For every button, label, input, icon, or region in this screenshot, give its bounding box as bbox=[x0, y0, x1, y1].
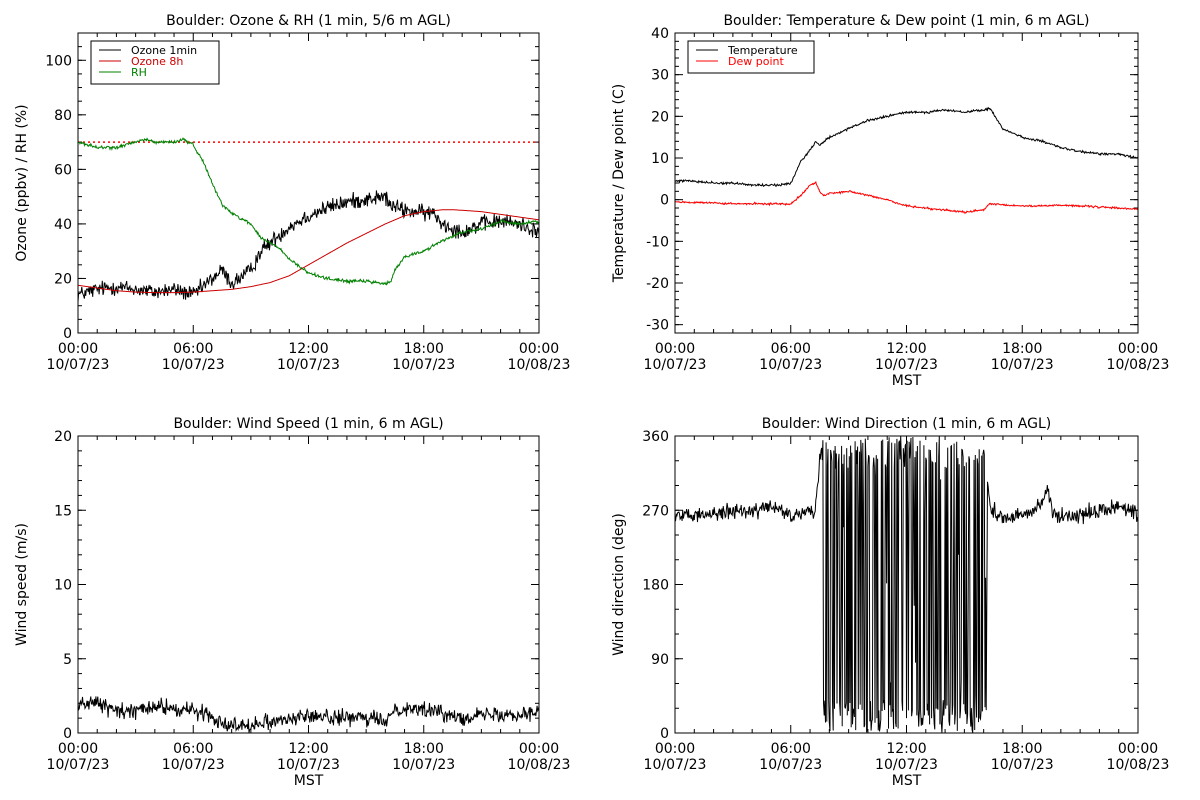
x-tick-label-time: 18:00 bbox=[1002, 341, 1042, 357]
x-tick-label-time: 00:00 bbox=[1118, 741, 1158, 757]
y-tick-label: 180 bbox=[642, 578, 669, 594]
y-tick-label: 5 bbox=[63, 652, 72, 668]
x-tick-label-date: 10/07/23 bbox=[47, 757, 110, 773]
x-tick-label-date: 10/07/23 bbox=[644, 757, 707, 773]
y-tick-label: -10 bbox=[646, 234, 669, 250]
x-tick-label-date: 10/07/23 bbox=[162, 357, 225, 373]
x-tick-label-date: 10/07/23 bbox=[644, 357, 707, 373]
series-line-ozone-1min bbox=[78, 190, 539, 303]
x-tick-label-time: 06:00 bbox=[173, 341, 213, 357]
y-tick-label: 100 bbox=[45, 53, 72, 69]
x-axis-label: MST bbox=[294, 773, 324, 789]
series-line bbox=[675, 436, 1138, 733]
y-tick-label: -30 bbox=[646, 318, 669, 334]
y-tick-label: 10 bbox=[54, 578, 72, 594]
y-tick-label: 20 bbox=[54, 271, 72, 287]
x-tick-label-time: 06:00 bbox=[173, 741, 213, 757]
x-tick-label-time: 18:00 bbox=[404, 341, 444, 357]
x-tick-label-date: 10/07/23 bbox=[759, 357, 822, 373]
x-tick-label-date: 10/08/23 bbox=[1107, 757, 1170, 773]
y-tick-label: 270 bbox=[642, 503, 669, 519]
x-tick-label-date: 10/07/23 bbox=[392, 757, 455, 773]
series-line-ozone-8h bbox=[78, 209, 539, 294]
x-tick-label-date: 10/07/23 bbox=[162, 757, 225, 773]
legend-label: Temperature bbox=[727, 44, 798, 57]
x-tick-label-time: 00:00 bbox=[1118, 341, 1158, 357]
x-axis-label: MST bbox=[892, 773, 922, 789]
x-tick-label-time: 06:00 bbox=[771, 741, 811, 757]
x-tick-label-date: 10/08/23 bbox=[1107, 357, 1170, 373]
chart-title: Boulder: Ozone & RH (1 min, 5/6 m AGL) bbox=[166, 13, 451, 29]
chart-panel-4: Boulder: Wind Direction (1 min, 6 m AGL)… bbox=[611, 416, 1169, 789]
chart-title: Boulder: Wind Direction (1 min, 6 m AGL) bbox=[762, 416, 1051, 432]
series-line-rh bbox=[78, 137, 539, 286]
y-tick-label: 20 bbox=[54, 429, 72, 445]
y-axis-label: Temperature / Dew point (C) bbox=[611, 84, 627, 283]
x-tick-label-time: 00:00 bbox=[519, 341, 559, 357]
x-tick-label-date: 10/07/23 bbox=[392, 357, 455, 373]
legend-label: Ozone 1min bbox=[131, 44, 197, 57]
x-tick-label-time: 12:00 bbox=[288, 741, 328, 757]
x-tick-label-time: 18:00 bbox=[404, 741, 444, 757]
y-tick-label: 0 bbox=[63, 326, 72, 342]
y-tick-label: 40 bbox=[54, 217, 72, 233]
x-tick-label-date: 10/07/23 bbox=[47, 357, 110, 373]
x-tick-label-date: 10/07/23 bbox=[875, 357, 938, 373]
x-tick-label-time: 06:00 bbox=[771, 341, 811, 357]
y-tick-label: 360 bbox=[642, 429, 669, 445]
legend-box bbox=[90, 40, 220, 85]
plot-frame bbox=[77, 32, 540, 334]
y-tick-label: 20 bbox=[651, 109, 669, 125]
y-tick-label: 90 bbox=[651, 652, 669, 668]
x-tick-label-date: 10/07/23 bbox=[991, 357, 1054, 373]
y-axis-label: Ozone (ppbv) / RH (%) bbox=[14, 104, 30, 261]
series-line bbox=[78, 696, 539, 733]
plot-frame bbox=[77, 435, 540, 734]
legend-box bbox=[687, 40, 815, 74]
plot-frame bbox=[674, 435, 1139, 734]
series-line-temperature bbox=[675, 106, 1138, 188]
x-tick-label-date: 10/07/23 bbox=[759, 757, 822, 773]
y-tick-label: 15 bbox=[54, 503, 72, 519]
x-tick-label-time: 12:00 bbox=[886, 341, 926, 357]
chart-panel-2: Boulder: Temperature & Dew point (1 min,… bbox=[611, 13, 1169, 389]
y-tick-label: 0 bbox=[660, 726, 669, 742]
y-tick-label: 10 bbox=[651, 151, 669, 167]
x-axis-label: MST bbox=[892, 373, 922, 389]
legend-label: RH bbox=[131, 66, 147, 79]
x-tick-label-time: 00:00 bbox=[655, 741, 695, 757]
chart-title: Boulder: Wind Speed (1 min, 6 m AGL) bbox=[173, 416, 443, 432]
x-tick-label-time: 18:00 bbox=[1002, 741, 1042, 757]
chart-panel-1: Boulder: Ozone & RH (1 min, 5/6 m AGL) Oz… bbox=[14, 13, 570, 373]
x-tick-label-time: 00:00 bbox=[58, 741, 98, 757]
legend-label: Ozone 8h bbox=[131, 55, 183, 68]
x-tick-label-date: 10/07/23 bbox=[875, 757, 938, 773]
y-tick-label: 80 bbox=[54, 108, 72, 124]
y-tick-label: 40 bbox=[651, 26, 669, 42]
x-tick-label-time: 12:00 bbox=[288, 341, 328, 357]
x-tick-label-time: 12:00 bbox=[886, 741, 926, 757]
y-tick-label: 30 bbox=[651, 68, 669, 84]
x-tick-label-time: 00:00 bbox=[58, 341, 98, 357]
chart-panel-3: Boulder: Wind Speed (1 min, 6 m AGL) Wind… bbox=[14, 416, 570, 789]
x-tick-label-date: 10/08/23 bbox=[508, 357, 571, 373]
legend-label: Dew point bbox=[728, 55, 784, 68]
plot-frame bbox=[674, 32, 1139, 334]
chart-title: Boulder: Temperature & Dew point (1 min,… bbox=[723, 13, 1089, 29]
x-tick-label-time: 00:00 bbox=[519, 741, 559, 757]
y-tick-label: -20 bbox=[646, 276, 669, 292]
x-tick-label-date: 10/07/23 bbox=[277, 357, 340, 373]
y-tick-label: 0 bbox=[63, 726, 72, 742]
x-tick-label-time: 00:00 bbox=[655, 341, 695, 357]
x-tick-label-date: 10/08/23 bbox=[508, 757, 571, 773]
series-line-dew-point bbox=[675, 181, 1138, 215]
x-tick-label-date: 10/07/23 bbox=[991, 757, 1054, 773]
x-tick-label-date: 10/07/23 bbox=[277, 757, 340, 773]
y-tick-label: 0 bbox=[660, 193, 669, 209]
y-tick-label: 60 bbox=[54, 162, 72, 178]
y-axis-label: Wind direction (deg) bbox=[611, 513, 627, 656]
y-axis-label: Wind speed (m/s) bbox=[14, 523, 30, 646]
